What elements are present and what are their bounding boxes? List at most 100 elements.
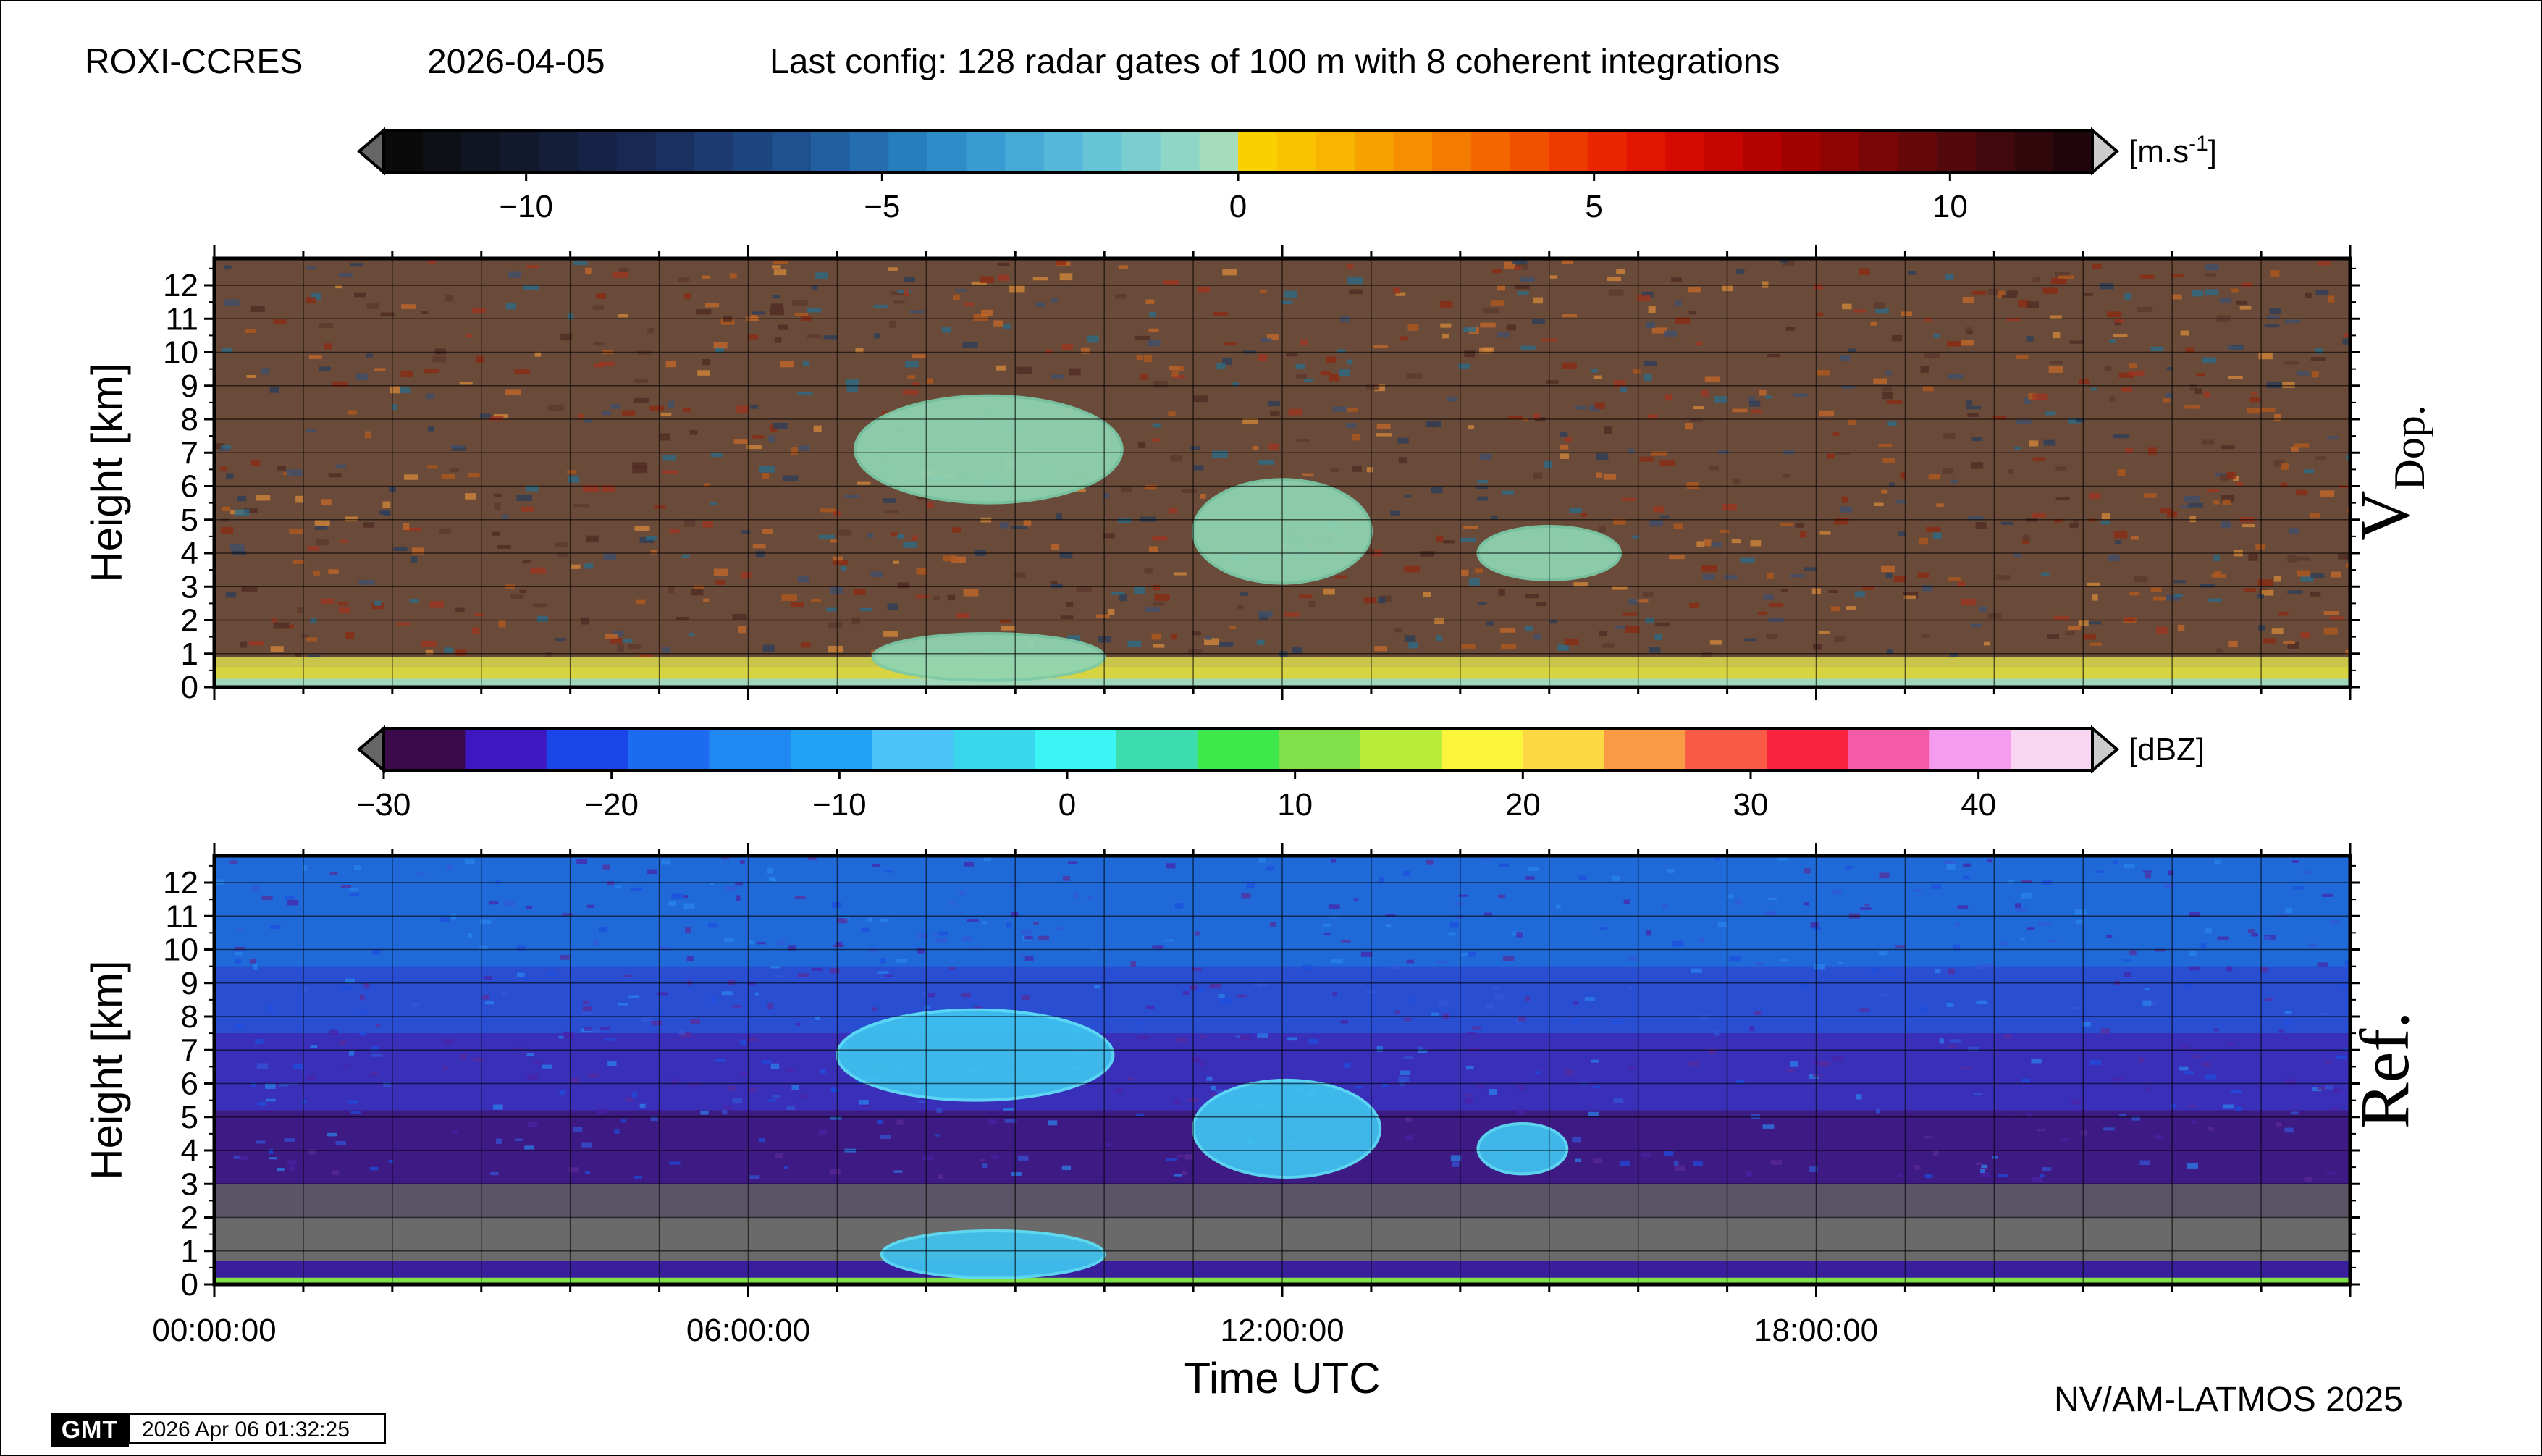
noise-speckle	[1948, 1045, 1956, 1048]
noise-speckle	[2155, 1134, 2163, 1139]
noise-speckle	[447, 864, 453, 870]
noise-speckle	[476, 355, 484, 363]
noise-speckle	[2076, 920, 2084, 924]
noise-speckle	[1839, 506, 1853, 513]
noise-speckle	[1347, 408, 1359, 412]
noise-speckle	[1672, 940, 1684, 947]
noise-speckle	[573, 261, 588, 266]
noise-speckle	[634, 379, 648, 383]
noise-speckle	[1565, 1069, 1573, 1076]
noise-speckle	[536, 615, 548, 622]
noise-speckle	[237, 495, 247, 502]
noise-speckle	[2231, 288, 2239, 293]
noise-speckle	[1984, 964, 1996, 967]
noise-speckle	[1257, 1033, 1268, 1038]
noise-speckle	[780, 361, 794, 368]
noise-speckle	[1507, 324, 1516, 331]
heatmap-field	[214, 856, 2350, 1284]
noise-speckle	[2043, 439, 2056, 446]
noise-speckle	[1111, 974, 1117, 977]
noise-speckle	[2092, 594, 2098, 601]
noise-speckle	[853, 589, 866, 595]
noise-speckle	[441, 474, 456, 479]
noise-speckle	[1699, 1014, 1710, 1020]
noise-speckle	[1549, 620, 1557, 624]
noise-speckle	[2315, 290, 2329, 296]
noise-speckle	[452, 446, 466, 451]
noise-speckle	[1059, 273, 1073, 281]
colorbar-min-arrow	[356, 725, 385, 774]
noise-speckle	[1704, 376, 1720, 382]
noise-speckle	[2294, 443, 2310, 448]
noise-speckle	[2222, 499, 2231, 505]
noise-speckle	[1461, 569, 1469, 576]
noise-speckle	[2023, 534, 2030, 542]
noise-speckle	[2271, 628, 2284, 634]
noise-speckle	[2021, 880, 2032, 883]
noise-speckle	[2310, 357, 2326, 361]
noise-speckle	[1390, 510, 1400, 516]
noise-speckle	[1528, 866, 1539, 872]
noise-speckle	[2006, 290, 2018, 295]
noise-speckle	[1418, 1049, 1428, 1053]
noise-speckle	[662, 647, 670, 653]
noise-speckle	[2184, 495, 2200, 502]
noise-speckle	[1398, 457, 1407, 464]
noise-speckle	[690, 1019, 701, 1024]
noise-speckle	[366, 303, 379, 309]
noise-speckle	[1266, 866, 1274, 871]
noise-speckle	[1598, 526, 1606, 533]
noise-speckle	[1259, 289, 1267, 294]
noise-speckle	[880, 958, 886, 964]
noise-speckle	[761, 1060, 772, 1064]
x-tick-label: 06:00:00	[686, 1313, 810, 1348]
noise-speckle	[459, 382, 473, 385]
colorbar-segment	[1035, 728, 1117, 770]
noise-speckle	[810, 599, 822, 603]
noise-speckle	[1352, 466, 1362, 472]
noise-speckle	[1914, 888, 1922, 892]
noise-speckle	[1190, 446, 1201, 450]
noise-speckle	[1731, 539, 1741, 544]
noise-speckle	[2310, 592, 2321, 597]
noise-speckle	[1719, 529, 1730, 533]
noise-speckle	[1176, 1038, 1187, 1043]
noise-speckle	[255, 1038, 264, 1044]
noise-speckle	[1010, 883, 1018, 888]
noise-speckle	[340, 539, 348, 543]
noise-speckle	[1560, 432, 1568, 437]
noise-speckle	[1119, 594, 1127, 602]
noise-speckle	[547, 972, 557, 976]
noise-speckle	[2227, 345, 2243, 350]
noise-speckle	[702, 521, 713, 528]
noise-speckle	[2103, 1127, 2115, 1131]
noise-speckle	[1130, 961, 1137, 967]
noise-speckle	[1783, 450, 1795, 455]
noise-speckle	[335, 1140, 346, 1145]
noise-speckle	[2184, 982, 2192, 987]
noise-speckle	[2074, 909, 2086, 915]
noise-speckle	[2287, 641, 2299, 649]
noise-speckle	[1781, 588, 1788, 592]
noise-speckle	[1148, 546, 1158, 552]
noise-speckle	[1352, 434, 1360, 441]
noise-speckle	[877, 1120, 884, 1124]
noise-speckle	[737, 626, 746, 634]
noise-speckle	[797, 973, 809, 978]
noise-speckle	[423, 369, 439, 374]
noise-speckle	[2145, 872, 2151, 879]
noise-speckle	[1632, 535, 1639, 539]
noise-speckle	[2329, 920, 2340, 924]
noise-speckle	[1814, 284, 1823, 290]
colorbar-segment	[1116, 728, 1198, 770]
noise-speckle	[1177, 1154, 1184, 1157]
noise-speckle	[2344, 332, 2350, 338]
noise-speckle	[1094, 984, 1101, 989]
noise-speckle	[1620, 387, 1627, 392]
noise-speckle	[1365, 384, 1379, 390]
noise-speckle	[721, 857, 729, 859]
noise-speckle	[411, 556, 418, 563]
noise-speckle	[646, 536, 657, 541]
noise-speckle	[963, 589, 979, 597]
noise-speckle	[740, 860, 745, 864]
